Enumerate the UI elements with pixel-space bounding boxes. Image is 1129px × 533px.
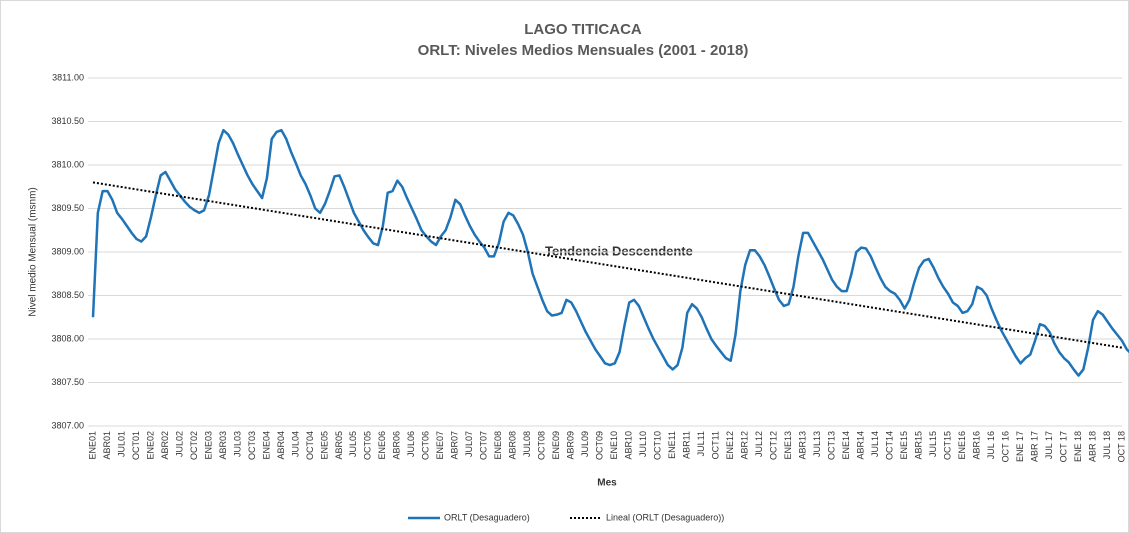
x-tick-label: JUL 16	[986, 431, 996, 459]
x-tick-label: OCT14	[884, 431, 894, 460]
x-tick-label: JUL11	[696, 431, 706, 456]
x-tick-label: OCT11	[711, 431, 721, 459]
x-tick-label: JUL01	[116, 431, 126, 457]
x-tick-label: ENE16	[957, 431, 967, 460]
x-tick-label: ABR09	[566, 431, 576, 460]
x-tick-label: ABR06	[392, 431, 402, 460]
x-tick-label: OCT 18	[1116, 431, 1126, 462]
x-tick-label: JUL 18	[1102, 431, 1112, 459]
x-tick-label: JUL14	[870, 431, 880, 457]
x-tick-label: ABR02	[160, 431, 170, 460]
x-tick-label: ENE14	[841, 431, 851, 460]
x-tick-label: ABR16	[971, 431, 981, 460]
x-tick-label: ENE06	[377, 431, 387, 460]
y-tick-label: 3810.00	[51, 159, 84, 169]
x-tick-label: ABR14	[856, 431, 866, 460]
y-tick-label: 3810.50	[51, 116, 84, 126]
x-tick-label: JUL08	[522, 431, 532, 457]
x-tick-label: ABR04	[276, 431, 286, 460]
legend-label: Lineal (ORLT (Desaguadero))	[606, 512, 724, 522]
x-tick-label: ENE15	[899, 431, 909, 460]
x-tick-label: OCT05	[363, 431, 373, 460]
x-tick-label: ENE07	[435, 431, 445, 460]
x-tick-label: ENE03	[203, 431, 213, 460]
x-tick-label: JUL13	[812, 431, 822, 457]
y-tick-label: 3811.00	[52, 72, 84, 82]
x-tick-label: ABR08	[508, 431, 518, 460]
x-tick-label: JUL 17	[1044, 431, 1054, 459]
x-tick-label: OCT04	[305, 431, 315, 460]
x-tick-label: ABR15	[913, 431, 923, 460]
x-tick-label: ENE04	[261, 431, 271, 460]
x-tick-label: ENE 17	[1015, 431, 1025, 462]
data-line	[91, 128, 1129, 377]
x-tick-label: ABR12	[740, 431, 750, 460]
y-tick-label: 3809.00	[51, 246, 84, 256]
x-tick-label: ABR11	[682, 431, 692, 459]
y-axis-title: Nivel medio Mensual (msnm)	[28, 187, 39, 316]
y-tick-label: 3808.00	[51, 333, 84, 343]
x-tick-label: ENE 18	[1073, 431, 1083, 462]
x-tick-label: JUL03	[232, 431, 242, 457]
x-axis-title: Mes	[597, 478, 617, 489]
x-tick-label: OCT12	[769, 431, 779, 460]
x-tick-label: OCT 16	[1000, 431, 1010, 462]
x-tick-label: JUL02	[174, 431, 184, 457]
x-tick-label: JUL07	[464, 431, 474, 457]
x-tick-label: ABR10	[624, 431, 634, 460]
x-tick-label: OCT07	[479, 431, 489, 460]
chart-subtitle: ORLT: Niveles Medios Mensuales (2001 - 2…	[418, 42, 749, 59]
x-tick-label: ABR 17	[1029, 431, 1039, 462]
x-tick-label: ABR 18	[1087, 431, 1097, 462]
y-tick-label: 3807.00	[51, 420, 84, 430]
x-tick-label: OCT13	[827, 431, 837, 460]
x-tick-label: ENE11	[667, 431, 677, 459]
x-tick-label: JUL10	[638, 431, 648, 457]
x-tick-label: JUL09	[580, 431, 590, 457]
y-tick-label: 3809.50	[51, 203, 84, 213]
x-tick-label: ABR01	[102, 431, 112, 460]
x-tick-label: JUL12	[754, 431, 764, 457]
x-tick-label: OCT09	[595, 431, 605, 460]
x-tick-label: OCT10	[653, 431, 663, 460]
y-tick-label: 3807.50	[51, 377, 84, 387]
x-tick-label: ENE09	[551, 431, 561, 460]
x-tick-label: OCT15	[942, 431, 952, 460]
y-tick-label: 3808.50	[51, 290, 84, 300]
x-tick-label: OCT08	[537, 431, 547, 460]
annotation: Tendencia Descendente	[545, 243, 693, 258]
x-tick-label: JUL06	[406, 431, 416, 457]
x-tick-label: OCT06	[421, 431, 431, 460]
x-tick-label: ABR05	[334, 431, 344, 460]
legend-label: ORLT (Desaguadero)	[444, 512, 530, 522]
trend-line	[92, 181, 1123, 349]
x-tick-label: JUL04	[290, 431, 300, 457]
x-tick-label: OCT01	[131, 431, 141, 460]
x-tick-label: ENE13	[783, 431, 793, 460]
x-tick-label: OCT02	[189, 431, 199, 460]
x-tick-label: ENE12	[725, 431, 735, 460]
x-tick-label: ENE05	[319, 431, 329, 460]
x-tick-label: ABR03	[218, 431, 228, 460]
chart-title: LAGO TITICACA	[524, 21, 642, 38]
x-tick-label: ABR07	[450, 431, 460, 460]
x-tick-label: OCT03	[247, 431, 257, 460]
x-tick-label: ENE01	[87, 431, 97, 460]
x-tick-label: JUL05	[348, 431, 358, 457]
x-tick-label: OCT 17	[1058, 431, 1068, 462]
x-tick-label: ENE10	[609, 431, 619, 460]
x-tick-label: ENE02	[145, 431, 155, 460]
x-tick-label: ABR13	[798, 431, 808, 460]
x-tick-label: ENE08	[493, 431, 503, 460]
x-tick-label: JUL15	[928, 431, 938, 457]
